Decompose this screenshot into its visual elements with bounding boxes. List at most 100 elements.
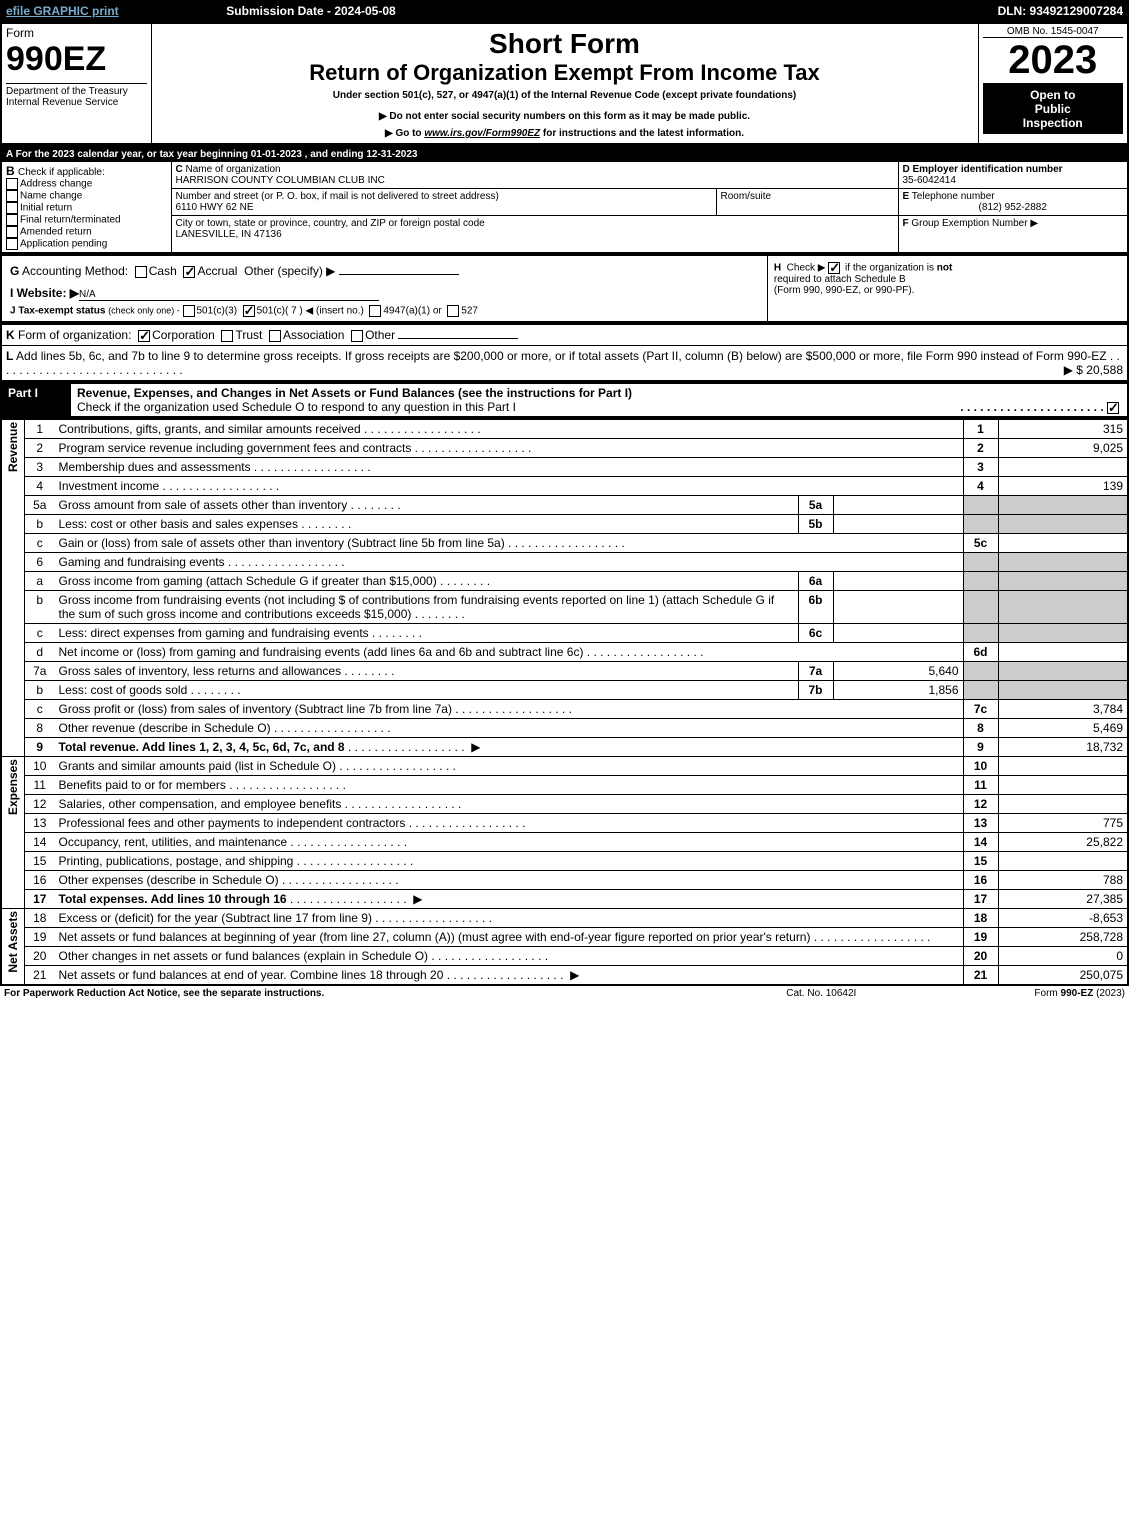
box-number: 11	[963, 776, 998, 795]
line-desc: Professional fees and other payments to …	[55, 814, 964, 833]
box-number: 14	[963, 833, 998, 852]
table-row: 12Salaries, other compensation, and empl…	[1, 795, 1128, 814]
accounting-block: G Accounting Method: Cash Accrual Other …	[0, 254, 1129, 323]
line-desc: Salaries, other compensation, and employ…	[55, 795, 964, 814]
form-number: 990EZ	[6, 40, 147, 79]
table-row: bGross income from fundraising events (n…	[1, 591, 1128, 624]
sub-box-value	[833, 515, 963, 534]
box-value: 5,469	[998, 719, 1128, 738]
checkbox-option[interactable]: Amended return	[6, 226, 167, 238]
box-number: 12	[963, 795, 998, 814]
line-number: 3	[25, 458, 55, 477]
line-desc: Gross sales of inventory, less returns a…	[55, 662, 799, 681]
irs-label: Internal Revenue Service	[6, 97, 147, 108]
sub-box-value: 1,856	[833, 681, 963, 700]
line-number: 4	[25, 477, 55, 496]
line-number: 7a	[25, 662, 55, 681]
table-row: 3Membership dues and assessments . . . .…	[1, 458, 1128, 477]
box-value	[998, 757, 1128, 776]
table-row: cLess: direct expenses from gaming and f…	[1, 624, 1128, 643]
line-number: 18	[25, 909, 55, 928]
corp-checkbox[interactable]	[138, 330, 150, 342]
ein: 35-6042414	[903, 175, 956, 186]
ssn-warning: ▶ Do not enter social security numbers o…	[156, 111, 974, 122]
box-value: 0	[998, 947, 1128, 966]
501c-checkbox[interactable]	[243, 305, 255, 317]
page-footer: For Paperwork Reduction Act Notice, see …	[0, 986, 1129, 1001]
cash-checkbox[interactable]	[135, 266, 147, 278]
checkbox-option[interactable]: Name change	[6, 190, 167, 202]
other-org-checkbox[interactable]	[351, 330, 363, 342]
line-desc: Net income or (loss) from gaming and fun…	[55, 643, 964, 662]
table-row: 4Investment income . . . . . . . . . . .…	[1, 477, 1128, 496]
box-value: 775	[998, 814, 1128, 833]
box-value: 9,025	[998, 439, 1128, 458]
line-a: A For the 2023 calendar year, or tax yea…	[1, 146, 1128, 162]
table-row: 2Program service revenue including gover…	[1, 439, 1128, 458]
checkbox-option[interactable]: Address change	[6, 178, 167, 190]
table-row: 8Other revenue (describe in Schedule O) …	[1, 719, 1128, 738]
table-row: cGain or (loss) from sale of assets othe…	[1, 534, 1128, 553]
4947-checkbox[interactable]	[369, 305, 381, 317]
line-desc: Grants and similar amounts paid (list in…	[55, 757, 964, 776]
line-number: c	[25, 534, 55, 553]
schedule-b-checkbox[interactable]	[828, 262, 840, 274]
line-number: 11	[25, 776, 55, 795]
box-number: 2	[963, 439, 998, 458]
line-desc: Less: cost of goods sold . . . . . . . .	[55, 681, 799, 700]
efile-label[interactable]: efile GRAPHIC print	[1, 1, 171, 21]
checkbox-option[interactable]: Initial return	[6, 202, 167, 214]
trust-checkbox[interactable]	[221, 330, 233, 342]
table-row: Expenses10Grants and similar amounts pai…	[1, 757, 1128, 776]
checkbox-option[interactable]: Final return/terminated	[6, 214, 167, 226]
line-desc: Excess or (deficit) for the year (Subtra…	[55, 909, 964, 928]
goto-link[interactable]: ▶ Go to www.irs.gov/Form990EZ for instru…	[156, 128, 974, 139]
box-number: 8	[963, 719, 998, 738]
table-row: bLess: cost of goods sold . . . . . . . …	[1, 681, 1128, 700]
line-desc: Printing, publications, postage, and shi…	[55, 852, 964, 871]
line-desc: Gain or (loss) from sale of assets other…	[55, 534, 964, 553]
table-row: bLess: cost or other basis and sales exp…	[1, 515, 1128, 534]
sub-box-label: 6b	[798, 591, 833, 624]
table-row: 6Gaming and fundraising events . . . . .…	[1, 553, 1128, 572]
line-number: a	[25, 572, 55, 591]
table-row: 5aGross amount from sale of assets other…	[1, 496, 1128, 515]
line-desc: Total expenses. Add lines 10 through 16 …	[55, 890, 964, 909]
sub-box-value	[833, 591, 963, 624]
box-number: 4	[963, 477, 998, 496]
line-desc: Gross income from fundraising events (no…	[55, 591, 799, 624]
assoc-checkbox[interactable]	[269, 330, 281, 342]
line-desc: Membership dues and assessments . . . . …	[55, 458, 964, 477]
paperwork-notice: For Paperwork Reduction Act Notice, see …	[0, 986, 734, 1001]
501c3-checkbox[interactable]	[183, 305, 195, 317]
line-desc: Less: cost or other basis and sales expe…	[55, 515, 799, 534]
line-number: 13	[25, 814, 55, 833]
box-number: 16	[963, 871, 998, 890]
form-word: Form	[6, 26, 147, 40]
top-bar: efile GRAPHIC print Submission Date - 20…	[0, 0, 1129, 22]
line-number: 21	[25, 966, 55, 986]
schedule-o-checkbox[interactable]	[1107, 402, 1119, 414]
street-address: 6110 HWY 62 NE	[176, 202, 254, 213]
dln: DLN: 93492129007284	[908, 1, 1128, 21]
sub-box-label: 6a	[798, 572, 833, 591]
line-desc: Occupancy, rent, utilities, and maintena…	[55, 833, 964, 852]
table-row: 13Professional fees and other payments t…	[1, 814, 1128, 833]
part1-label: Part I	[1, 383, 71, 417]
checkbox-option[interactable]: Application pending	[6, 238, 167, 250]
line-desc: Contributions, gifts, grants, and simila…	[55, 419, 964, 439]
cat-number: Cat. No. 10642I	[734, 986, 909, 1001]
box-number: 18	[963, 909, 998, 928]
accrual-checkbox[interactable]	[183, 266, 195, 278]
city-state-zip: LANESVILLE, IN 47136	[176, 229, 282, 240]
line-number: b	[25, 591, 55, 624]
sub-box-label: 5b	[798, 515, 833, 534]
box-number: 9	[963, 738, 998, 757]
org-name: HARRISON COUNTY COLUMBIAN CLUB INC	[176, 175, 385, 186]
website: N/A	[79, 289, 96, 300]
line-number: 5a	[25, 496, 55, 515]
box-number: 7c	[963, 700, 998, 719]
sub-box-value	[833, 496, 963, 515]
527-checkbox[interactable]	[447, 305, 459, 317]
form-header: Form 990EZ Department of the Treasury In…	[0, 22, 1129, 145]
